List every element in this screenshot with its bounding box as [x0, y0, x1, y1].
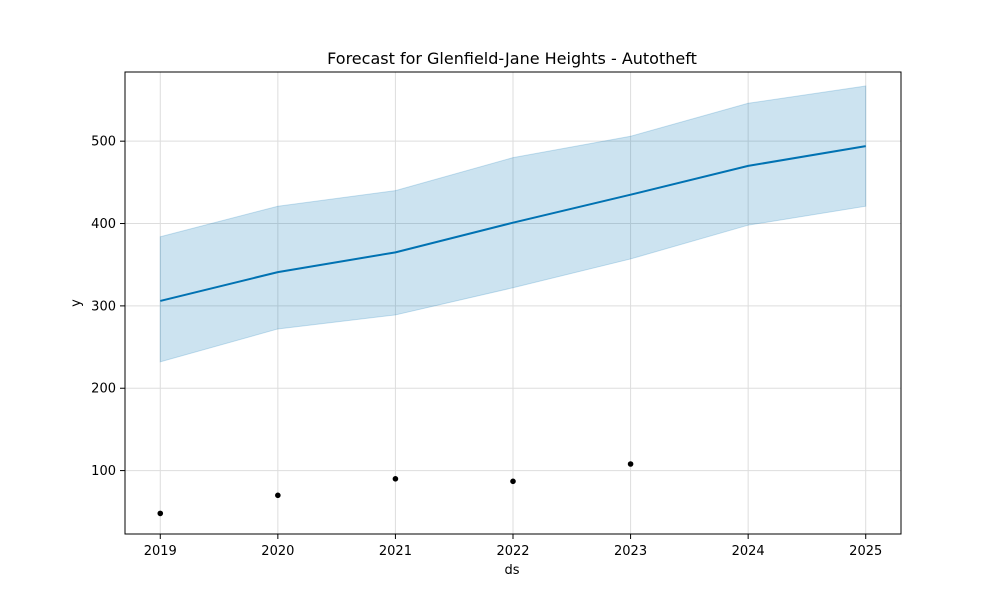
observed-point: [510, 478, 516, 485]
forecast-line-group: [160, 145, 866, 302]
observed-point: [392, 476, 399, 482]
y-axis-ticks: 100 200 300 400 500: [91, 135, 125, 479]
uncertainty-band-group: [159, 85, 867, 363]
x-tick-label: 2024: [732, 544, 765, 559]
forecast-line: [160, 145, 866, 302]
x-tick-label: 2020: [261, 544, 294, 559]
y-axis-label: y: [69, 299, 84, 307]
x-axis-ticks: 2019 2020 2021 2022 2023 2024 2025: [144, 534, 882, 559]
x-tick-label: 2025: [849, 544, 882, 559]
x-tick-label: 2019: [144, 544, 177, 559]
y-tick-label: 300: [91, 299, 116, 314]
observed-point: [627, 461, 634, 467]
uncertainty-band: [159, 85, 867, 363]
chart-title: Forecast for Glenfield-Jane Heights - Au…: [327, 49, 697, 68]
y-tick-label: 100: [91, 464, 116, 479]
y-tick-label: 400: [91, 217, 116, 232]
y-tick-label: 200: [91, 382, 116, 397]
observed-point: [275, 492, 281, 499]
observed-points-group: [157, 461, 634, 517]
y-tick-label: 500: [91, 135, 116, 150]
x-axis-label: ds: [504, 563, 519, 578]
x-tick-label: 2023: [614, 544, 647, 559]
x-tick-label: 2021: [379, 544, 412, 559]
observed-point: [157, 510, 164, 517]
x-tick-label: 2022: [496, 544, 529, 559]
